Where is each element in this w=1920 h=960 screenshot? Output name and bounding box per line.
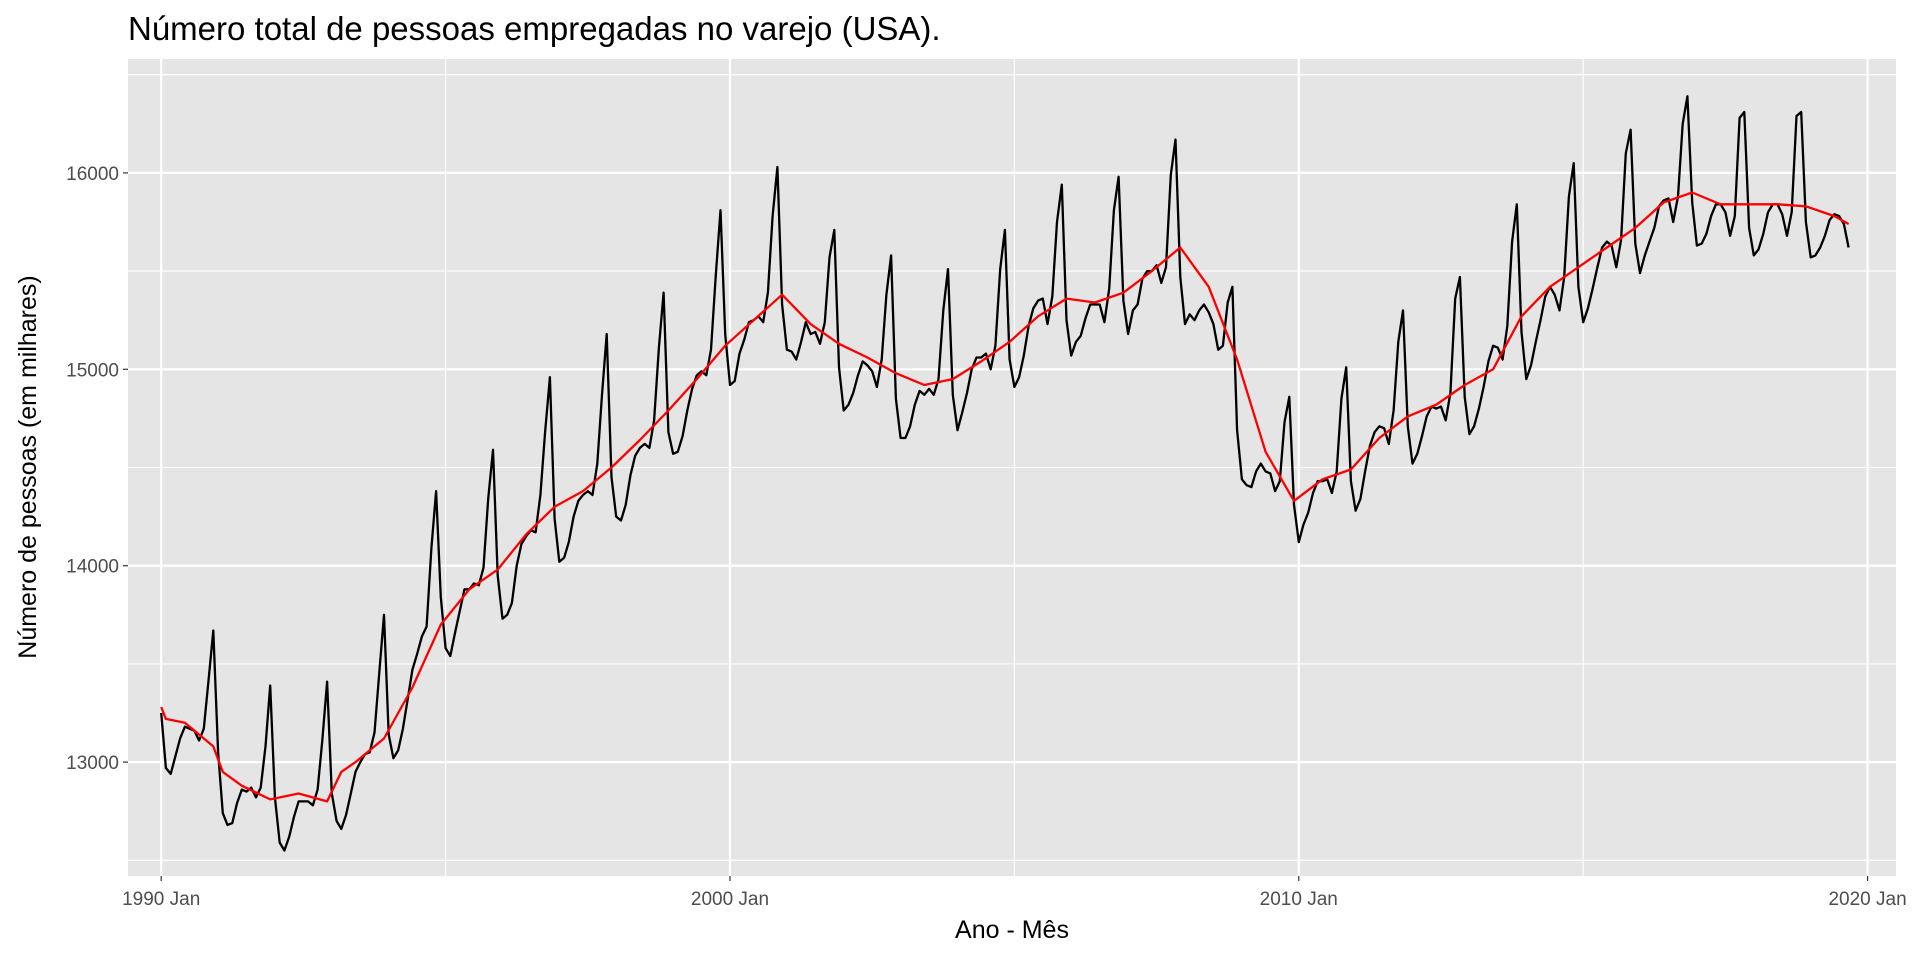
- series-line-black: [160, 95, 1850, 852]
- y-tick-label: 13000: [66, 753, 119, 774]
- x-axis-title: Ano - Mês: [955, 916, 1069, 944]
- chart-title: Número total de pessoas empregadas no va…: [128, 10, 941, 47]
- y-tick-label: 14000: [66, 557, 119, 578]
- x-tick-label: 2010 Jan: [1260, 889, 1338, 910]
- y-tick-label: 16000: [66, 164, 119, 185]
- x-tick-label: 2000 Jan: [691, 889, 769, 910]
- y-axis-title: Número de pessoas (em milhares): [14, 275, 42, 658]
- x-tick-label: 1990 Jan: [122, 889, 200, 910]
- series-line-red: [160, 191, 1850, 803]
- y-axis: 13000 14000 15000 16000: [66, 164, 128, 774]
- x-tick-label: 2020 Jan: [1828, 889, 1906, 910]
- y-tick-label: 15000: [66, 360, 119, 381]
- series-layer: [160, 95, 1850, 852]
- x-axis: 1990 Jan 2000 Jan 2010 Jan 2020 Jan: [122, 876, 1907, 910]
